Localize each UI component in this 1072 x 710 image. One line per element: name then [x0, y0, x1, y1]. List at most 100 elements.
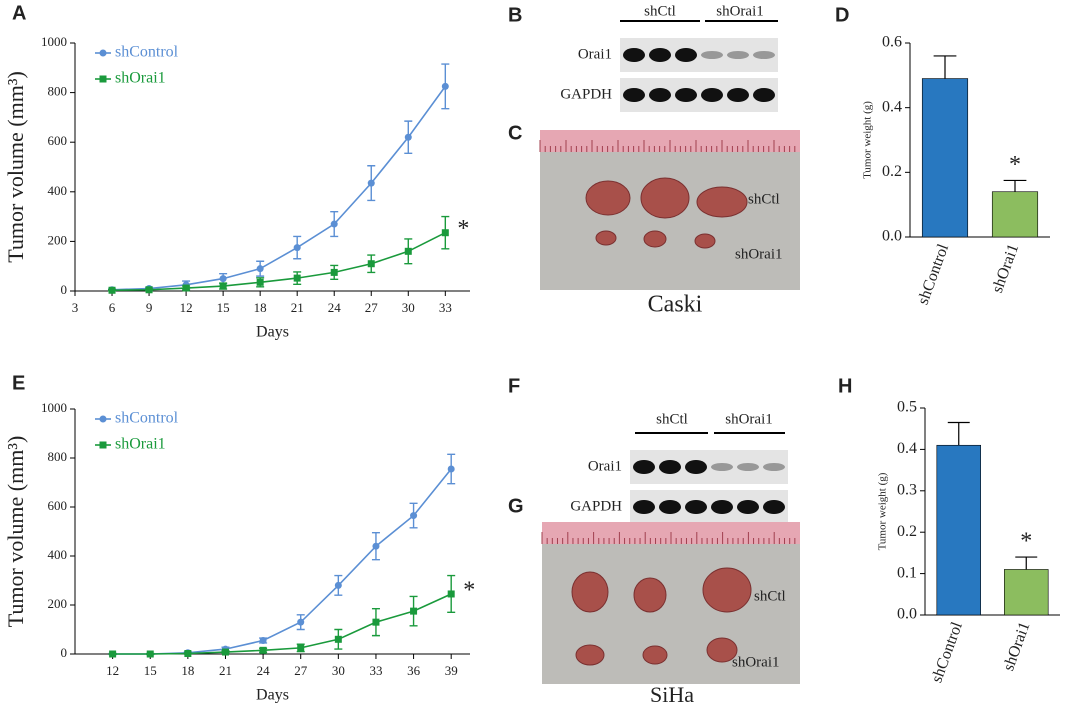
legend-label: shControl — [115, 44, 179, 61]
blot-band — [763, 463, 785, 471]
y-tick-label: 0.6 — [882, 34, 902, 51]
marker — [447, 465, 455, 473]
y-tick-label: 400 — [48, 547, 68, 562]
blot-strip — [620, 38, 778, 72]
x-tick-label: shControl — [915, 241, 953, 307]
y-axis-label: Tumor volume (mm³) — [3, 436, 28, 628]
blot-band — [737, 463, 759, 471]
blot-band — [685, 500, 707, 514]
x-tick-label: 12 — [106, 663, 119, 678]
blot-image — [620, 38, 778, 112]
blot-band — [763, 500, 785, 514]
legend-label: shControl — [115, 410, 179, 427]
tumor — [643, 230, 667, 248]
marker — [293, 274, 301, 282]
legend-marker — [99, 441, 107, 449]
tumor — [633, 577, 667, 613]
x-tick-label: 39 — [445, 663, 458, 678]
panel-letter: C — [508, 122, 522, 144]
x-axis-label: Days — [256, 687, 289, 704]
x-tick-label: 15 — [144, 663, 157, 678]
photo-label: shCtl — [748, 191, 780, 207]
blot-band — [623, 48, 645, 62]
series-line — [112, 468, 452, 655]
legend-marker — [99, 415, 107, 423]
x-tick-label: 24 — [257, 663, 271, 678]
y-axis-label: Tumor weight (g) — [877, 472, 889, 550]
marker — [334, 635, 342, 643]
legend-marker — [99, 49, 107, 57]
marker — [219, 275, 227, 283]
group-label: shCtl — [644, 3, 676, 19]
tumor — [696, 186, 748, 218]
blot-band — [649, 88, 671, 102]
tumor — [702, 567, 752, 613]
error-bar — [933, 55, 957, 79]
blot-band — [701, 51, 723, 59]
panel-letter: D — [835, 4, 849, 26]
tumor — [640, 177, 690, 219]
y-tick-label: 400 — [48, 183, 68, 198]
x-tick-label: 30 — [402, 300, 415, 315]
photo-label: shCtl — [754, 588, 786, 604]
y-tick-label: 0.5 — [897, 399, 917, 416]
marker — [145, 286, 153, 294]
y-tick-label: 600 — [48, 133, 68, 148]
blot-band — [649, 48, 671, 62]
panel-letter: B — [508, 4, 522, 26]
marker — [297, 644, 305, 652]
x-tick-label: 27 — [294, 663, 308, 678]
blot-band — [675, 48, 697, 62]
blot-band — [659, 500, 681, 514]
x-tick-label: 27 — [365, 300, 379, 315]
y-tick-label: 0.4 — [882, 98, 902, 115]
panel-letter: H — [838, 375, 852, 397]
row-label: Orai1 — [588, 458, 622, 474]
error-bar — [947, 421, 970, 446]
x-tick-label: 12 — [180, 300, 193, 315]
x-tick-label: 24 — [328, 300, 342, 315]
y-tick-label: 0 — [61, 645, 68, 660]
tumor — [571, 571, 609, 613]
marker — [447, 590, 455, 598]
marker — [182, 284, 190, 292]
blot-strip — [630, 490, 788, 524]
y-tick-label: 0 — [61, 282, 68, 297]
blot-band — [701, 88, 723, 102]
tumor — [706, 637, 738, 663]
x-tick-label: shControl — [928, 619, 966, 685]
marker — [372, 618, 380, 626]
tumor-photo — [539, 130, 800, 290]
marker — [256, 278, 264, 286]
photo-caption: SiHa — [650, 682, 694, 707]
bar — [991, 191, 1039, 238]
y-tick-label: 0.2 — [882, 163, 902, 180]
marker — [293, 244, 301, 252]
group-label: shCtl — [656, 411, 688, 427]
marker — [330, 268, 338, 276]
marker — [367, 179, 375, 187]
panel-letter: G — [508, 495, 524, 517]
bar — [1004, 569, 1049, 616]
marker — [146, 650, 154, 658]
marker — [410, 512, 418, 520]
y-tick-label: 600 — [48, 498, 68, 513]
annotation: * — [457, 216, 469, 242]
annotation: * — [463, 577, 475, 603]
blot-band — [737, 500, 759, 514]
panel-letter: E — [12, 372, 25, 394]
x-tick-label: shOrai1 — [989, 242, 1022, 295]
tumor — [585, 180, 631, 216]
series-line — [112, 593, 452, 655]
marker — [108, 286, 116, 294]
series-line — [112, 232, 446, 292]
blot-strip — [630, 450, 788, 484]
annotation: * — [1020, 529, 1032, 555]
x-tick-label: 6 — [109, 300, 116, 315]
y-tick-label: 1000 — [41, 34, 67, 49]
blot-band — [675, 88, 697, 102]
x-tick-label: 30 — [332, 663, 345, 678]
blot-band — [711, 500, 733, 514]
y-tick-label: 800 — [48, 84, 68, 99]
marker — [410, 607, 418, 615]
